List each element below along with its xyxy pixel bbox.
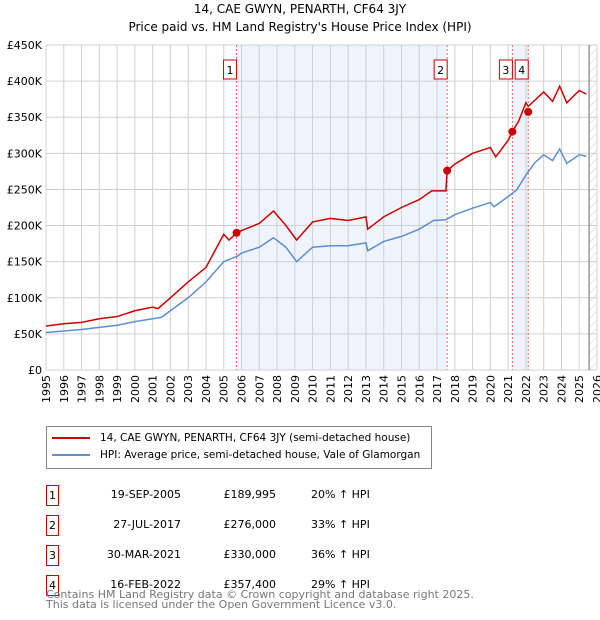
y-tick-label: £200K xyxy=(7,220,43,233)
forecast-hatch xyxy=(588,45,597,370)
sale-number: 2 xyxy=(46,515,59,536)
x-tick-label: 2021 xyxy=(502,375,515,403)
sale-marker-box xyxy=(223,59,238,80)
x-tick-label: 1999 xyxy=(111,375,124,403)
x-tick-label: 2019 xyxy=(467,375,480,403)
x-tick-label: 2014 xyxy=(378,375,391,403)
sale-hpi-diff: 20% ↑ HPI xyxy=(311,488,370,501)
y-tick-label: £50K xyxy=(14,328,43,341)
footer: Contains HM Land Registry data © Crown c… xyxy=(46,588,474,611)
sale-date: 16-FEB-2022 xyxy=(110,578,181,591)
sale-hpi-diff: 33% ↑ HPI xyxy=(311,518,370,531)
legend-label: HPI: Average price, semi-detached house,… xyxy=(100,449,421,461)
x-tick-label: 2026 xyxy=(591,375,600,403)
sale-number: 4 xyxy=(46,575,59,596)
y-tick-label: £250K xyxy=(7,183,43,196)
sale-point xyxy=(508,127,517,136)
y-tick-label: £150K xyxy=(7,256,43,269)
sale-marker-label: 4 xyxy=(518,64,525,77)
sale-price: £189,995 xyxy=(223,488,277,501)
sale-row: 2 27-JUL-2017 £276,000 33% ↑ HPI xyxy=(46,515,446,536)
x-tick-label: 2012 xyxy=(342,375,355,403)
sale-marker-box xyxy=(433,59,448,80)
sale-point xyxy=(524,107,533,116)
price-chart: 14, CAE GWYN, PENARTH, CF64 3JY Price pa… xyxy=(7,2,600,403)
legend-item-hpi: HPI: Average price, semi-detached house,… xyxy=(52,449,420,461)
sale-point xyxy=(443,166,452,175)
x-tick-label: 2025 xyxy=(573,375,586,403)
x-tick-label: 2018 xyxy=(449,375,462,403)
sale-marker-label: 3 xyxy=(502,64,509,77)
x-tick-label: 2024 xyxy=(555,375,568,403)
sale-date: 27-JUL-2017 xyxy=(113,518,181,531)
sale-row: 1 19-SEP-2005 £189,995 20% ↑ HPI xyxy=(46,485,446,506)
sale-point xyxy=(232,228,241,237)
x-tick-label: 2022 xyxy=(520,375,533,403)
sale-date: 30-MAR-2021 xyxy=(106,548,181,561)
x-tick-label: 2016 xyxy=(413,375,426,403)
x-tick-label: 2006 xyxy=(236,375,249,403)
sale-marker-box xyxy=(498,59,513,80)
sale-price: £357,400 xyxy=(223,578,277,591)
footer-licence: This data is licensed under the Open Gov… xyxy=(46,598,397,611)
x-tick-label: 2000 xyxy=(129,375,142,403)
sale-marker-box xyxy=(514,59,529,80)
sale-number: 3 xyxy=(46,545,59,566)
x-tick-label: 2007 xyxy=(253,375,266,403)
x-tick-label: 1998 xyxy=(93,375,106,403)
sale-row: 3 30-MAR-2021 £330,000 36% ↑ HPI xyxy=(46,545,446,566)
chart-subtitle: Price paid vs. HM Land Registry's House … xyxy=(128,20,471,34)
legend-label: 14, CAE GWYN, PENARTH, CF64 3JY (semi-de… xyxy=(100,432,411,444)
footer-copyright: Contains HM Land Registry data © Crown c… xyxy=(46,588,474,601)
x-tick-label: 2020 xyxy=(484,375,497,403)
sale-hpi-diff: 36% ↑ HPI xyxy=(311,548,370,561)
shaded-range xyxy=(236,45,448,370)
y-tick-label: £100K xyxy=(7,292,43,305)
chart-title: 14, CAE GWYN, PENARTH, CF64 3JY xyxy=(194,2,407,16)
sale-row: 4 16-FEB-2022 £357,400 29% ↑ HPI xyxy=(46,575,446,596)
legend-swatch-blue xyxy=(52,454,90,456)
legend-swatch-red xyxy=(52,437,90,439)
x-tick-label: 2005 xyxy=(218,375,231,403)
x-tick-label: 1995 xyxy=(40,375,53,403)
y-tick-label: £0 xyxy=(28,364,42,377)
x-tick-label: 2015 xyxy=(395,375,408,403)
x-tick-label: 2011 xyxy=(324,375,337,403)
sale-hpi-diff: 29% ↑ HPI xyxy=(311,578,370,591)
y-tick-label: £450K xyxy=(7,39,43,52)
x-tick-label: 2001 xyxy=(147,375,160,403)
x-tick-label: 2004 xyxy=(200,375,213,403)
x-tick-label: 2017 xyxy=(431,375,444,403)
x-tick-label: 1997 xyxy=(76,375,89,403)
y-tick-label: £400K xyxy=(7,75,43,88)
x-tick-label: 1996 xyxy=(58,375,71,403)
x-tick-label: 2013 xyxy=(360,375,373,403)
legend-item-property: 14, CAE GWYN, PENARTH, CF64 3JY (semi-de… xyxy=(52,432,410,444)
y-tick-label: £350K xyxy=(7,111,43,124)
x-tick-label: 2010 xyxy=(307,375,320,403)
sale-price: £276,000 xyxy=(223,518,277,531)
x-tick-label: 2009 xyxy=(289,375,302,403)
sale-marker-label: 1 xyxy=(227,64,234,77)
legend: 14, CAE GWYN, PENARTH, CF64 3JY (semi-de… xyxy=(46,426,432,469)
sale-number: 1 xyxy=(46,485,59,506)
x-tick-label: 2003 xyxy=(182,375,195,403)
x-tick-label: 2008 xyxy=(271,375,284,403)
x-tick-label: 2023 xyxy=(538,375,551,403)
property-price-line xyxy=(46,84,587,327)
sale-date: 19-SEP-2005 xyxy=(110,488,181,501)
hpi-line xyxy=(46,147,587,334)
sale-marker-label: 2 xyxy=(437,64,444,77)
sale-price: £330,000 xyxy=(223,548,277,561)
y-tick-label: £300K xyxy=(7,147,43,160)
x-tick-label: 2002 xyxy=(164,375,177,403)
